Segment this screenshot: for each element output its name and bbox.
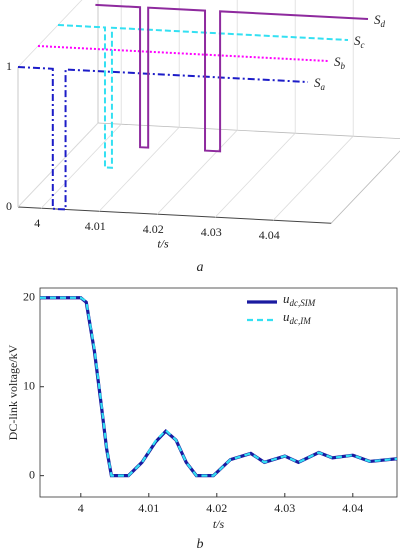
- caption: a: [197, 260, 204, 275]
- x-tick-label: 4: [78, 501, 84, 515]
- grid-line: [156, 129, 238, 215]
- plot-frame: [39, 287, 398, 498]
- x-axis-label: t/s: [157, 236, 169, 250]
- grid-line: [98, 126, 180, 212]
- y-tick-label: 0: [6, 199, 12, 213]
- y-tick-label: 0: [29, 467, 35, 481]
- axis-line: [330, 150, 400, 224]
- signal-line: [17, 66, 309, 211]
- y-axis-label: DC-link voltage/kV: [6, 344, 20, 440]
- axis-line: [97, 122, 400, 140]
- caption: b: [197, 537, 204, 552]
- x-tick-label: 4.02: [206, 501, 227, 515]
- x-tick-label: 4.01: [85, 219, 106, 233]
- signal-line: [57, 24, 349, 169]
- y-tick-label: 1: [6, 59, 12, 73]
- grid-line: [214, 132, 296, 218]
- y-tick-label: 10: [23, 378, 35, 392]
- x-tick-label: 4.02: [143, 222, 164, 236]
- x-tick-label: 4.04: [342, 501, 363, 515]
- grid-line: [17, 122, 99, 208]
- grid-line: [17, 0, 83, 68]
- signal-line: [37, 45, 329, 62]
- series-label: Sd: [374, 12, 386, 29]
- x-tick-label: 4: [34, 216, 40, 230]
- signal-line: [95, 3, 369, 153]
- y-tick-label: 20: [23, 290, 35, 304]
- series-label: Sb: [334, 54, 346, 71]
- grid-line: [40, 123, 122, 209]
- series-label: Sc: [354, 33, 365, 50]
- data-line: [40, 296, 398, 478]
- grid-line: [272, 135, 354, 221]
- legend-label: udc,IM: [283, 309, 311, 326]
- series-label: Sa: [314, 75, 326, 92]
- x-tick-label: 4.01: [138, 501, 159, 515]
- legend-label: udc,SIM: [283, 291, 316, 308]
- x-tick-label: 4.04: [259, 228, 280, 242]
- x-tick-label: 4.03: [201, 225, 222, 239]
- x-axis: [17, 206, 332, 224]
- data-line: [40, 296, 398, 477]
- x-axis-label: t/s: [213, 517, 225, 531]
- x-tick-label: 4.03: [274, 501, 295, 515]
